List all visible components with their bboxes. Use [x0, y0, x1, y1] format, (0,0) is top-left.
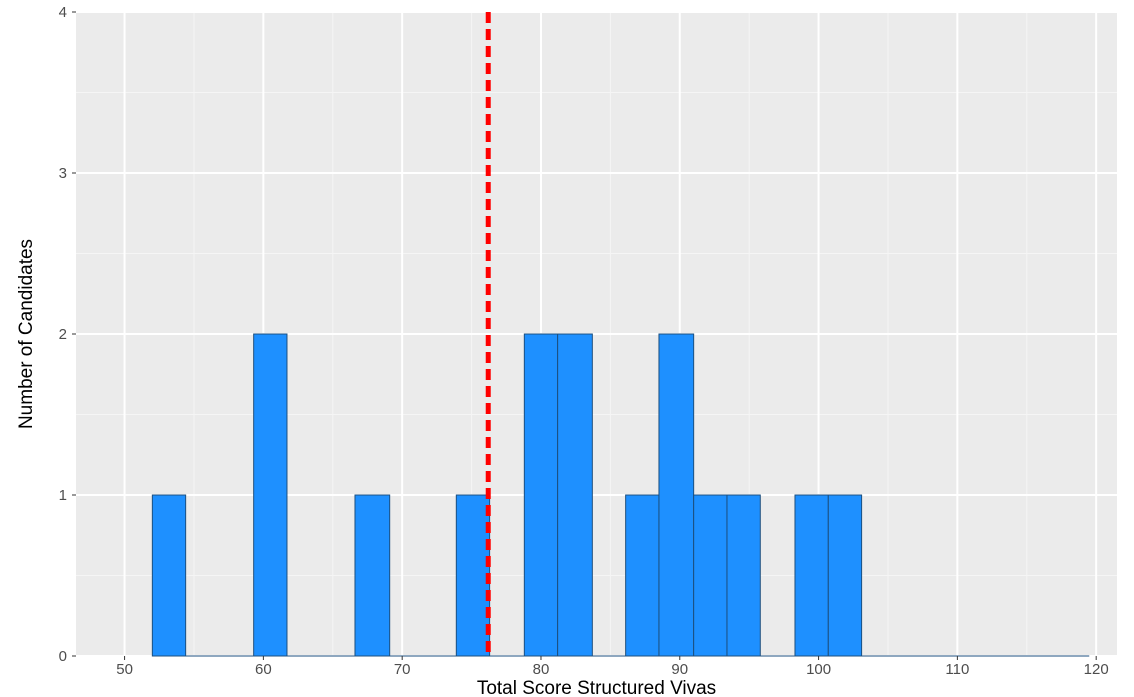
histogram-bar	[625, 494, 660, 657]
histogram-bars	[151, 333, 863, 657]
y-tick-label: 3	[59, 165, 67, 182]
x-tick-label: 80	[533, 661, 550, 678]
x-tick-label: 100	[806, 661, 831, 678]
x-tick-label: 120	[1084, 661, 1109, 678]
histogram-bar	[151, 494, 187, 657]
y-axis-title: Number of Candidates	[16, 239, 37, 429]
x-tick-label: 60	[255, 661, 272, 678]
y-tick-label: 0	[59, 648, 67, 665]
y-axis-ticks: 0 1 2 3 4	[59, 4, 76, 665]
histogram-bar	[455, 494, 491, 657]
histogram-bar	[794, 494, 829, 657]
x-tick-label: 90	[671, 661, 688, 678]
histogram-bar	[253, 333, 288, 657]
y-tick-label: 4	[59, 4, 67, 21]
histogram-bar	[523, 333, 559, 657]
x-tick-label: 110	[945, 661, 969, 678]
y-tick-label: 2	[59, 326, 67, 343]
x-axis-ticks: 50 60 70 80 90 100 110 120	[116, 656, 1109, 678]
y-tick-label: 1	[59, 487, 67, 504]
histogram-bar	[354, 494, 391, 657]
histogram-bar	[658, 333, 695, 657]
x-axis-title: Total Score Structured Vivas	[477, 678, 716, 697]
histogram-bar	[557, 333, 593, 657]
x-tick-label: 70	[394, 661, 411, 678]
histogram-bar	[827, 494, 863, 657]
histogram-bar	[726, 494, 761, 657]
x-tick-label: 50	[116, 661, 133, 678]
histogram-bar	[693, 494, 728, 657]
